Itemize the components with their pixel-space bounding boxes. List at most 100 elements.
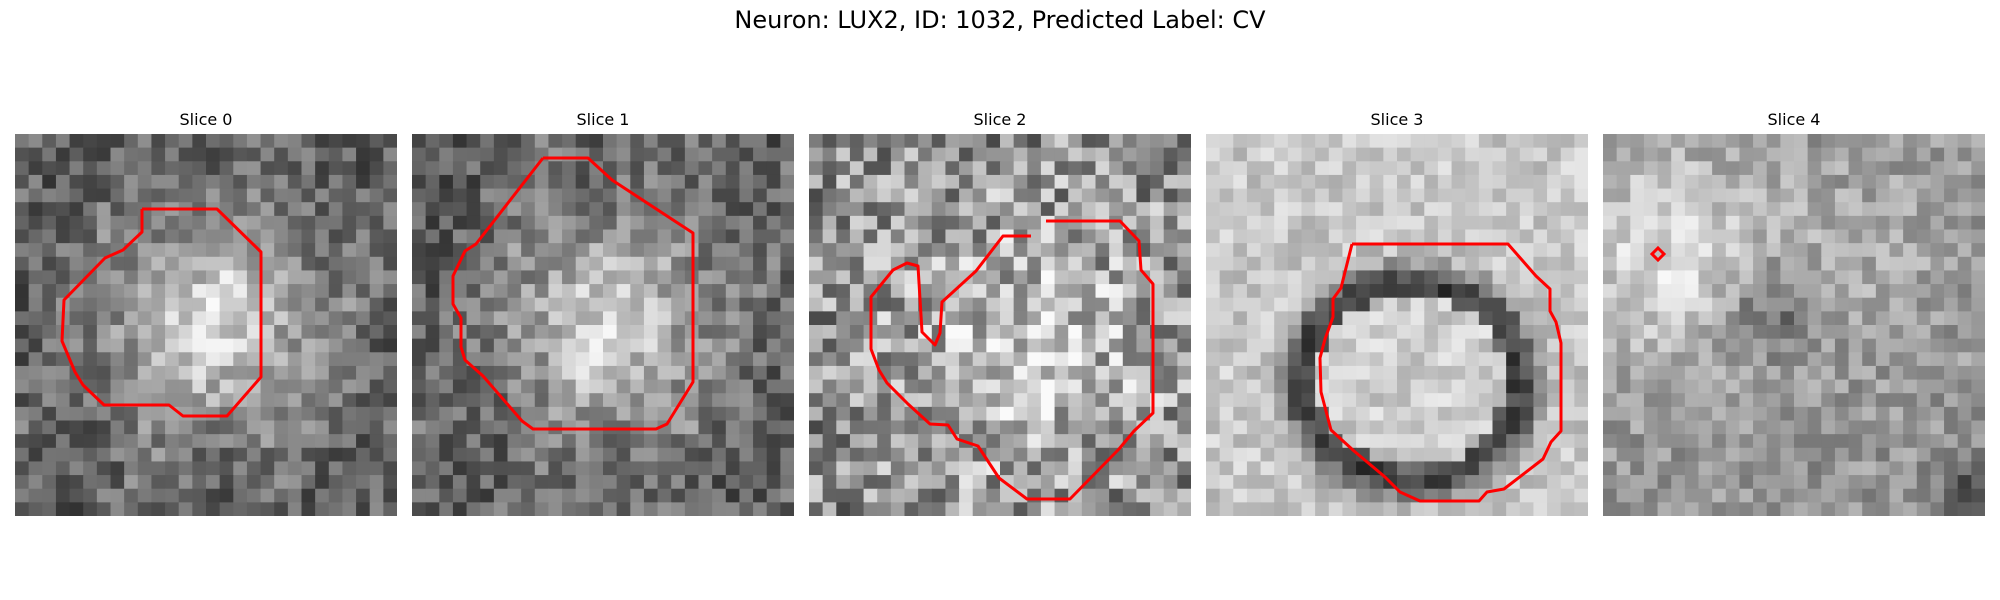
image-pixel [562,352,577,367]
image-pixel [1903,161,1918,176]
image-pixel [1246,134,1262,149]
image-pixel [1315,147,1330,162]
image-pixel [1603,502,1618,516]
image-pixel [766,365,781,381]
image-pixel [780,243,794,258]
image-pixel [206,188,221,203]
image-pixel [959,379,974,394]
image-pixel [1684,256,1700,272]
image-pixel [96,147,112,162]
image-pixel [507,134,522,149]
image-pixel [1739,338,1754,353]
image-pixel [1616,174,1631,190]
image-pixel [246,284,262,299]
image-pixel [1424,406,1439,422]
image-pixel [246,352,262,367]
image-pixel [1206,215,1221,231]
image-pixel [342,134,357,149]
image-pixel [904,325,919,340]
image-pixel [1889,174,1904,190]
image-pixel [630,297,645,312]
image-pixel [1657,229,1672,244]
image-pixel [986,188,1001,203]
image-pixel [1451,243,1466,258]
image-pixel [671,243,686,258]
image-pixel [28,447,43,463]
image-pixel [1163,256,1178,272]
image-pixel [233,243,248,258]
image-pixel [616,447,631,463]
image-pixel [1328,379,1344,394]
image-pixel [1560,406,1575,422]
image-pixel [1944,284,1959,299]
image-pixel [1657,502,1672,516]
image-pixel [1643,502,1659,516]
image-pixel [521,352,536,367]
image-pixel [412,229,427,244]
image-pixel [1848,352,1863,367]
image-pixel [1630,406,1645,422]
image-pixel [1437,161,1453,176]
image-pixel [137,338,153,353]
image-pixel [1342,338,1357,353]
image-pixel [1000,134,1015,149]
image-pixel [1369,352,1384,367]
image-pixel [1177,270,1191,285]
image-pixel [192,447,207,463]
image-pixel [178,229,193,244]
image-pixel [766,352,781,367]
image-pixel [1150,147,1165,162]
image-pixel [1848,325,1863,340]
image-pixel [83,325,98,340]
image-pixel [1233,202,1248,217]
image-pixel [1657,393,1672,408]
image-pixel [1739,393,1754,408]
image-pixel [809,365,824,381]
image-pixel [890,420,906,435]
image-pixel [1643,161,1659,176]
image-pixel [1246,229,1262,244]
image-pixel [1533,420,1548,435]
image-pixel [809,215,824,231]
image-pixel [643,461,659,476]
image-pixel [603,311,618,326]
image-pixel [1177,284,1191,299]
image-pixel [1054,475,1069,490]
image-pixel [1684,243,1700,258]
image-pixel [1068,325,1083,340]
image-pixel [1794,393,1809,408]
image-pixel [1465,406,1480,422]
image-pixel [369,297,384,312]
image-pixel [1643,284,1659,299]
image-pixel [124,202,139,217]
image-pixel [439,338,454,353]
image-pixel [246,461,262,476]
image-pixel [643,229,659,244]
image-pixel [1834,475,1850,490]
image-pixel [890,161,906,176]
image-pixel [1287,134,1303,149]
image-pixel [260,379,275,394]
image-pixel [192,393,207,408]
image-pixel [1643,338,1659,353]
image-pixel [1603,447,1618,463]
image-pixel [1547,352,1562,367]
image-pixel [1027,502,1042,516]
image-pixel [356,147,371,162]
image-pixel [165,352,180,367]
image-pixel [328,188,344,203]
image-pixel [931,270,947,285]
image-pixel [1383,256,1398,272]
image-pixel [1287,229,1303,244]
image-pixel [1957,461,1972,476]
image-pixel [945,379,960,394]
image-pixel [328,352,344,367]
image-pixel [1136,393,1151,408]
image-pixel [630,338,645,353]
image-pixel [1177,393,1191,408]
image-pixel [1356,311,1371,326]
image-pixel [480,475,495,490]
image-pixel [521,502,536,516]
image-pixel [1807,134,1822,149]
image-pixel [1150,270,1165,285]
